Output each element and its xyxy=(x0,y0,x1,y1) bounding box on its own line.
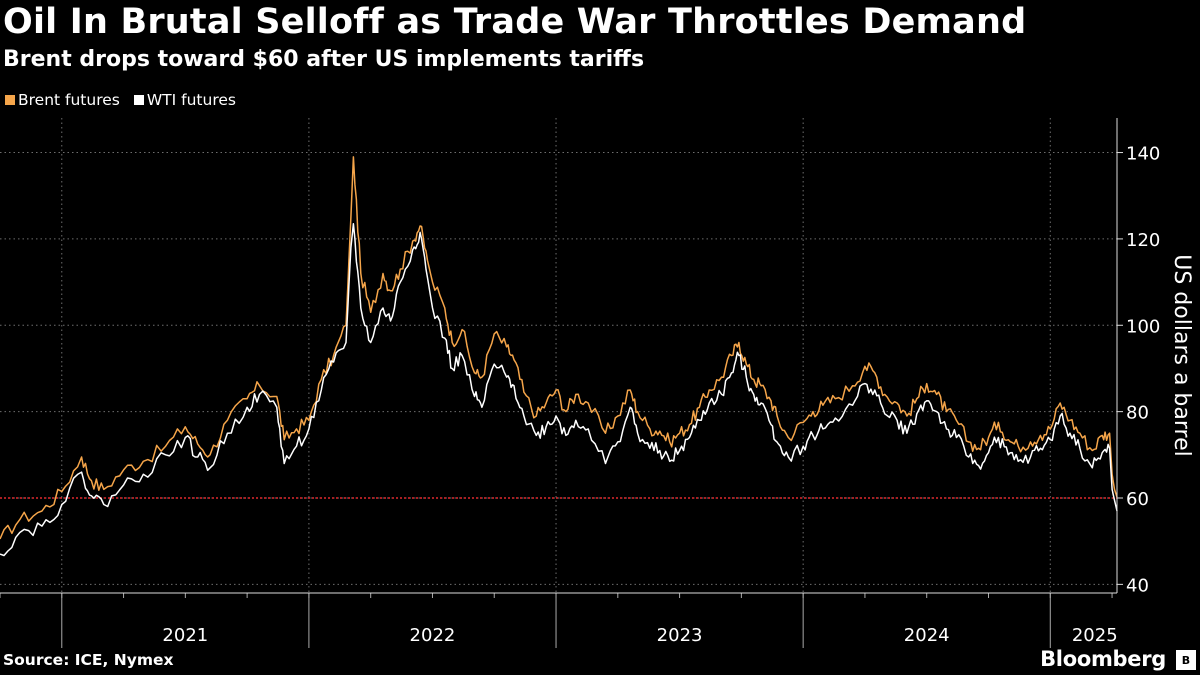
ytick-label-60: 60 xyxy=(1126,489,1149,510)
xtick-label-2024: 2024 xyxy=(904,625,950,646)
series-layer xyxy=(0,156,1118,557)
grid-layer xyxy=(0,118,1117,593)
legend-item-brent: Brent futures xyxy=(5,91,120,109)
series-line-brent xyxy=(0,156,1118,540)
axis-layer: 40 60 80 100 120 140 2021 2022 2023 2024 2025 US do… xyxy=(0,118,1194,648)
source-note: Source: ICE, Nymex xyxy=(3,651,174,669)
bloomberg-badge-icon: B xyxy=(1176,650,1196,670)
ytick-label-80: 80 xyxy=(1126,403,1149,424)
legend-swatch-brent xyxy=(5,95,15,105)
bloomberg-logo: Bloomberg xyxy=(1040,647,1166,671)
xtick-label-2021: 2021 xyxy=(162,625,208,646)
ytick-label-40: 40 xyxy=(1126,575,1149,596)
chart-subtitle: Brent drops toward $60 after US implemen… xyxy=(3,47,645,72)
xtick-label-2025: 2025 xyxy=(1072,625,1118,646)
legend-item-wti: WTI futures xyxy=(133,91,236,109)
ytick-label-140: 140 xyxy=(1126,144,1160,165)
chart-legend: Brent futures WTI futures xyxy=(5,91,236,109)
xtick-label-2023: 2023 xyxy=(657,625,703,646)
legend-label-wti: WTI futures xyxy=(146,91,236,109)
ytick-label-100: 100 xyxy=(1126,316,1160,337)
xtick-label-2022: 2022 xyxy=(410,625,456,646)
ytick-label-120: 120 xyxy=(1126,230,1160,251)
chart-title: Oil In Brutal Selloff as Trade War Throt… xyxy=(3,2,1027,42)
y-axis-title: US dollars a barrel xyxy=(1169,254,1194,456)
legend-label-brent: Brent futures xyxy=(18,91,120,109)
legend-swatch-wti xyxy=(133,95,144,105)
series-line-wti xyxy=(0,223,1118,557)
